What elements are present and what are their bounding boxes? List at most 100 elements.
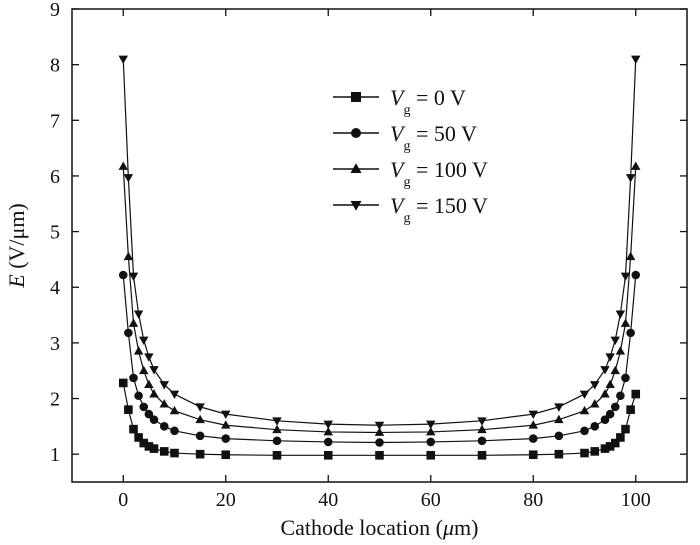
y-tick-label: 3 bbox=[50, 333, 60, 355]
data-point bbox=[149, 389, 159, 398]
y-axis-title: E (V/μm) bbox=[4, 203, 29, 289]
legend-label: Vg = 50 V bbox=[390, 121, 477, 154]
series-line bbox=[122, 59, 637, 426]
data-point bbox=[590, 422, 600, 431]
series-square bbox=[118, 378, 641, 460]
data-point bbox=[170, 426, 179, 436]
data-point bbox=[610, 402, 620, 412]
data-point bbox=[144, 442, 154, 451]
data-point bbox=[616, 433, 625, 442]
data-point bbox=[221, 420, 231, 429]
ticks-layer: 0 20 40 60 80 100 1 2 3 4 5 6 7 8 9 bbox=[50, 0, 687, 511]
y-tick-label: 5 bbox=[50, 222, 60, 244]
data-point bbox=[426, 426, 436, 436]
data-point bbox=[118, 270, 128, 280]
legend: Vg = 0 VVg = 50 VVg = 100 VVg = 150 V bbox=[333, 85, 488, 226]
data-point bbox=[195, 449, 205, 459]
legend-marker bbox=[350, 163, 362, 173]
data-point bbox=[615, 346, 626, 355]
data-point bbox=[631, 389, 641, 399]
legend-marker bbox=[351, 128, 361, 138]
data-point bbox=[221, 434, 231, 443]
data-point bbox=[426, 437, 436, 447]
legend-label: Vg = 100 V bbox=[390, 157, 488, 190]
data-point bbox=[323, 426, 333, 436]
data-point bbox=[605, 442, 615, 451]
data-point bbox=[139, 336, 149, 346]
legend-entry: Vg = 150 V bbox=[333, 193, 488, 226]
data-point bbox=[159, 381, 169, 390]
series-line bbox=[122, 166, 637, 434]
legend-marker bbox=[350, 201, 362, 211]
data-point bbox=[631, 161, 641, 170]
data-point bbox=[118, 378, 128, 388]
data-point bbox=[610, 336, 620, 346]
data-point bbox=[605, 409, 615, 419]
data-point bbox=[600, 444, 610, 453]
y-tick-label: 6 bbox=[50, 166, 60, 188]
data-point bbox=[272, 424, 282, 434]
data-point bbox=[605, 353, 615, 362]
x-axis-title: Cathode location (μm) bbox=[280, 515, 478, 540]
data-point bbox=[477, 436, 487, 446]
data-point bbox=[590, 447, 600, 456]
data-point bbox=[134, 391, 143, 401]
data-point bbox=[134, 433, 143, 442]
y-tick-label: 2 bbox=[50, 389, 60, 411]
data-point bbox=[528, 450, 538, 460]
data-point bbox=[477, 417, 487, 426]
data-point bbox=[169, 405, 180, 415]
legend-entry: Vg = 0 V bbox=[333, 85, 466, 118]
data-point bbox=[554, 431, 564, 441]
data-point bbox=[159, 422, 169, 431]
data-point bbox=[323, 450, 333, 460]
y-tick-label: 8 bbox=[50, 55, 60, 77]
series-triangle-down bbox=[118, 55, 641, 431]
data-point bbox=[139, 365, 149, 375]
x-tick-label: 20 bbox=[216, 489, 236, 511]
data-point bbox=[144, 379, 154, 389]
data-point bbox=[610, 438, 620, 448]
data-point bbox=[528, 410, 538, 420]
data-point bbox=[221, 450, 231, 460]
data-point bbox=[124, 405, 133, 414]
legend-label: Vg = 150 V bbox=[390, 193, 488, 226]
data-point bbox=[605, 379, 615, 389]
data-point bbox=[580, 426, 589, 436]
data-point bbox=[600, 415, 610, 424]
data-point bbox=[631, 270, 641, 280]
series-circle bbox=[118, 270, 641, 447]
legend-marker bbox=[351, 92, 361, 102]
data-point bbox=[139, 402, 149, 412]
data-point bbox=[323, 437, 333, 447]
data-point bbox=[159, 447, 169, 456]
data-point bbox=[195, 431, 205, 441]
data-point bbox=[625, 174, 636, 183]
plot-frame bbox=[71, 8, 688, 483]
data-point bbox=[626, 405, 635, 414]
y-tick-label: 7 bbox=[50, 110, 60, 132]
data-point bbox=[554, 449, 564, 459]
data-point bbox=[128, 272, 139, 282]
data-point bbox=[272, 436, 282, 446]
data-point bbox=[144, 409, 154, 419]
data-point bbox=[323, 420, 333, 430]
data-point bbox=[426, 420, 436, 430]
data-point bbox=[133, 310, 144, 319]
data-point bbox=[620, 272, 631, 282]
data-point bbox=[123, 174, 134, 183]
data-point bbox=[133, 346, 144, 355]
data-point bbox=[626, 328, 635, 338]
data-point bbox=[144, 353, 154, 362]
data-point bbox=[118, 161, 128, 170]
series-layer bbox=[118, 55, 641, 460]
data-point bbox=[600, 366, 610, 375]
data-point bbox=[621, 373, 630, 383]
data-point bbox=[195, 403, 205, 412]
data-point bbox=[554, 403, 564, 412]
series-triangle-up bbox=[118, 161, 641, 436]
data-point bbox=[554, 414, 564, 424]
data-point bbox=[590, 399, 600, 408]
data-point bbox=[129, 424, 138, 434]
data-point bbox=[195, 414, 205, 424]
